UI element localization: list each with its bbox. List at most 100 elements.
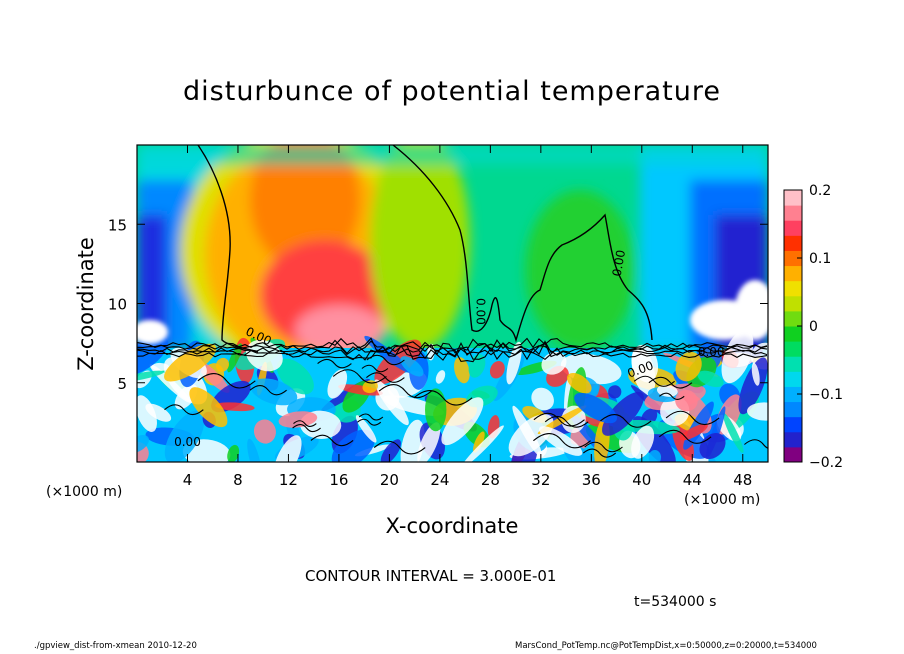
field-patch (327, 369, 348, 399)
colorbar-swatch (784, 431, 802, 448)
contour-label: 0.00 (174, 435, 201, 449)
field-patch (473, 431, 485, 453)
contour-labels: 0.000.000.000.000.000.00 (174, 249, 724, 449)
colorbar: 0.2 0.1 0 −0.1 −0.2 (783, 183, 843, 471)
field-patch (400, 356, 424, 377)
colorbar-swatch (784, 235, 802, 251)
colorbar-swatch (784, 371, 802, 387)
x-tick-label: 28 (481, 471, 500, 489)
field-patch (355, 415, 377, 443)
field-patch (374, 379, 409, 426)
field-patch (441, 397, 484, 446)
field-patch (362, 380, 378, 394)
field-patch (215, 402, 255, 412)
colorbar-swatch (784, 190, 802, 206)
field-patch (137, 434, 149, 453)
y-tick-label: 10 (108, 296, 127, 314)
y-tick-label: 5 (117, 375, 127, 393)
field-patch (679, 423, 708, 441)
field-patch (608, 385, 622, 399)
colorbar-swatch (784, 220, 802, 236)
colorbar-swatch (784, 446, 802, 463)
field-patch (489, 360, 505, 379)
field-patch (215, 357, 229, 372)
field-patch (738, 357, 768, 415)
x-tick-label: 20 (380, 471, 399, 489)
field-patch (380, 439, 402, 462)
colorbar-swatch (784, 280, 802, 297)
contour-label: 0.00 (473, 298, 487, 325)
colorbar-swatch (784, 416, 802, 433)
colorbar-swatch (784, 310, 802, 327)
field-patch (566, 372, 592, 394)
field-fill (137, 145, 768, 462)
field-patch (675, 389, 698, 412)
field-patch (137, 370, 165, 382)
colorbar-swatch (784, 341, 802, 357)
colorbar-swatch (784, 205, 802, 221)
x-tick-label: 24 (430, 471, 449, 489)
x-tick-label: 48 (733, 471, 752, 489)
colorbar-swatch (784, 386, 802, 403)
field-patch (602, 391, 644, 436)
field-patch (227, 343, 243, 373)
x-tick-label: 40 (632, 471, 651, 489)
contour-label: 0.00 (610, 249, 628, 278)
contour-lines (137, 145, 768, 458)
footer-data-source: MarsCond_PotTemp.nc@PotTempDist,x=0:5000… (515, 641, 817, 651)
field-patch (278, 411, 318, 428)
field-patch (417, 422, 441, 462)
field-patch (250, 378, 298, 406)
colorbar-tick-label: 0.2 (809, 183, 831, 199)
field-patch (137, 395, 157, 432)
x-unit-label-left: (×1000 m) (46, 484, 123, 500)
x-tick-label: 8 (233, 471, 243, 489)
field-patch (425, 388, 447, 432)
field-patch (461, 425, 504, 462)
x-axis: 4 8 12 16 20 24 28 32 36 40 44 48 (183, 145, 752, 489)
x-tick-label: 4 (183, 471, 193, 489)
field-patch (164, 343, 217, 382)
colorbar-swatch (784, 265, 802, 282)
contour-interval-text: CONTOUR INTERVAL = 3.000E-01 (305, 567, 557, 585)
colorbar-tick-label: 0.1 (809, 251, 831, 267)
field-patch (721, 329, 754, 384)
colorbar-swatch (784, 401, 802, 418)
field-patch (227, 444, 240, 462)
field-patch (722, 413, 744, 453)
colorbar-tick-label: 0 (809, 319, 818, 335)
time-label: t=534000 s (634, 594, 717, 610)
field-patch (454, 357, 470, 384)
field-patch (631, 425, 655, 459)
colorbar-swatch (784, 356, 802, 372)
x-tick-label: 12 (279, 471, 298, 489)
colorbar-swatch (784, 250, 802, 267)
colorbar-swatch (784, 326, 802, 342)
contour-label: 0.00 (698, 345, 725, 359)
field-patch (574, 392, 618, 424)
field-patch (746, 402, 768, 421)
field-patch (699, 433, 726, 460)
x-tick-label: 36 (582, 471, 601, 489)
field-patch (273, 435, 302, 462)
field-patch (253, 419, 276, 444)
footer-script-info: ./gpview_dist-from-xmean 2010-12-20 (34, 641, 197, 651)
x-unit-label-right: (×1000 m) (684, 492, 761, 508)
colorbar-swatch (784, 295, 802, 312)
field-patch (531, 387, 554, 411)
y-axis-label: Z-coordinate (74, 237, 98, 371)
field-patch (164, 410, 205, 462)
field-patch (247, 438, 262, 462)
field-patch (512, 405, 542, 457)
x-tick-label: 16 (329, 471, 348, 489)
field-patch (331, 429, 375, 462)
field-patch (648, 450, 662, 462)
field-patch (435, 370, 446, 384)
colorbar-tick-label: −0.2 (809, 455, 843, 471)
y-axis: 5 10 15 (108, 216, 768, 393)
field-patch (675, 351, 702, 382)
field-patch (591, 383, 600, 396)
x-tick-label: 44 (683, 471, 702, 489)
